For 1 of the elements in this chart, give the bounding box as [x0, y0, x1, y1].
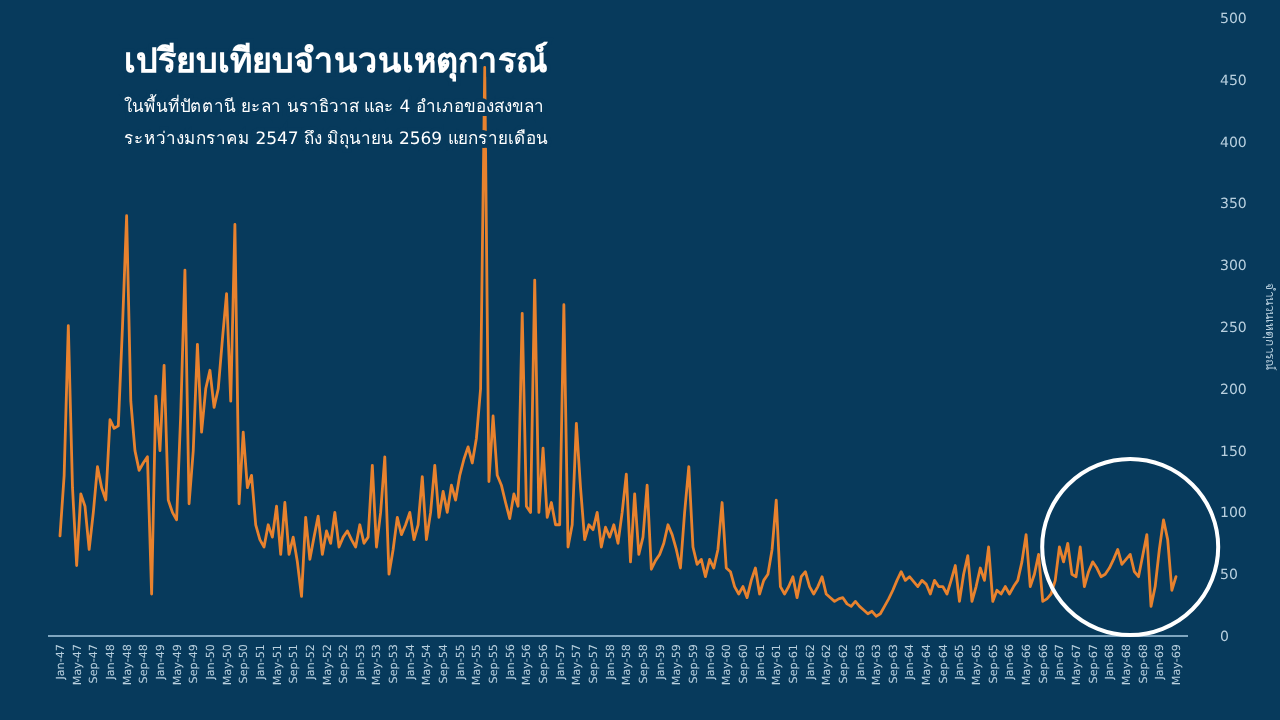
- title: เปรียบเทียบจำนวนเหตุการณ์: [124, 42, 548, 82]
